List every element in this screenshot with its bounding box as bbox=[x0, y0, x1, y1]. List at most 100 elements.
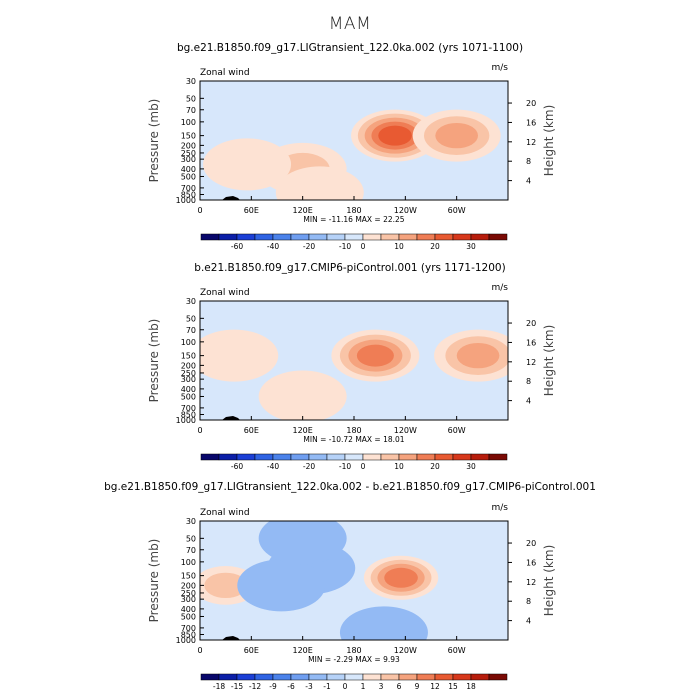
colorbar-box bbox=[452, 453, 472, 461]
panel-2-title: b.e21.B1850.f09_g17.CMIP6-piControl.001 … bbox=[194, 262, 506, 274]
pressure-tick-label: 70 bbox=[186, 546, 196, 555]
colorbar-label: -18 bbox=[213, 682, 225, 691]
pressure-axis-label: Pressure (mb) bbox=[147, 539, 161, 623]
pressure-tick-label: 500 bbox=[181, 612, 196, 621]
colorbar-box bbox=[236, 453, 256, 461]
longitude-tick-label: 0 bbox=[197, 426, 202, 435]
longitude-tick-label: 120E bbox=[293, 646, 313, 655]
colorbar-box bbox=[452, 673, 472, 681]
min-max-stats: MIN = -10.72 MAX = 18.01 bbox=[303, 435, 404, 444]
colorbar-box bbox=[344, 453, 364, 461]
pressure-tick-label: 1000 bbox=[176, 636, 196, 645]
colorbar-box bbox=[290, 673, 310, 681]
contour-level-1-4 bbox=[356, 344, 394, 367]
colorbar-label: -60 bbox=[231, 462, 243, 471]
pressure-axis-label: Pressure (mb) bbox=[147, 319, 161, 403]
height-tick-label: 12 bbox=[526, 138, 536, 147]
colorbar-box bbox=[326, 673, 346, 681]
colorbar-label: -6 bbox=[287, 682, 295, 691]
colorbar-3: -18 -15 -12 -9 -6 -3 -1 0 1 3 6 9 12 15 18 bbox=[200, 673, 508, 691]
colorbar-box bbox=[200, 453, 220, 461]
colorbar-box bbox=[218, 673, 238, 681]
height-axis-label: Height (km) bbox=[542, 105, 556, 176]
contour-field-2 bbox=[200, 301, 508, 420]
colorbar-box bbox=[290, 233, 310, 241]
colorbar-box bbox=[416, 453, 436, 461]
colorbar-label: 1 bbox=[361, 682, 366, 691]
colorbar-label: 20 bbox=[430, 242, 440, 251]
colorbar-label: -9 bbox=[269, 682, 277, 691]
colorbar-box bbox=[470, 453, 490, 461]
min-max-stats: MIN = -2.29 MAX = 9.93 bbox=[308, 655, 400, 664]
longitude-tick-label: 120W bbox=[394, 206, 417, 215]
colorbar-box bbox=[488, 453, 508, 461]
pressure-tick-label: 850 bbox=[181, 190, 196, 199]
pressure-axis-label: Pressure (mb) bbox=[147, 99, 161, 183]
pressure-tick-label: 150 bbox=[181, 572, 196, 581]
colorbar-box bbox=[380, 233, 400, 241]
colorbar-box bbox=[362, 453, 382, 461]
pressure-tick-label: 100 bbox=[181, 118, 196, 127]
contour-level-4-1 bbox=[258, 370, 347, 420]
colorbar-box bbox=[200, 673, 220, 681]
colorbar-box bbox=[416, 233, 436, 241]
colorbar-label: -15 bbox=[231, 682, 243, 691]
colorbar-box bbox=[272, 673, 292, 681]
height-tick-label: 20 bbox=[526, 99, 536, 108]
colorbar-label: -60 bbox=[231, 242, 243, 251]
pressure-tick-label: 150 bbox=[181, 132, 196, 141]
colorbar-box bbox=[290, 453, 310, 461]
page-title: MAM bbox=[328, 14, 372, 34]
colorbar-label: 12 bbox=[430, 682, 440, 691]
colorbar-box bbox=[398, 233, 418, 241]
units-label: m/s bbox=[492, 503, 509, 513]
height-tick-label: 4 bbox=[526, 177, 531, 186]
pressure-tick-label: 30 bbox=[186, 77, 196, 86]
pressure-tick-label: 30 bbox=[186, 297, 196, 306]
colorbar-label: 0 bbox=[361, 242, 366, 251]
colorbar-box bbox=[236, 673, 256, 681]
colorbar-box bbox=[398, 673, 418, 681]
colorbar-label: 0 bbox=[343, 682, 348, 691]
colorbar-label: -12 bbox=[249, 682, 261, 691]
colorbar-box bbox=[344, 673, 364, 681]
pressure-tick-label: 400 bbox=[181, 165, 196, 174]
pressure-tick-label: 50 bbox=[186, 534, 196, 543]
colorbar-box bbox=[434, 673, 454, 681]
height-tick-label: 12 bbox=[526, 358, 536, 367]
colorbar-box bbox=[236, 233, 256, 241]
pressure-tick-label: 50 bbox=[186, 314, 196, 323]
longitude-tick-label: 60E bbox=[244, 206, 259, 215]
colorbar-label: 15 bbox=[448, 682, 458, 691]
longitude-tick-label: 0 bbox=[197, 646, 202, 655]
variable-label: Zonal wind bbox=[200, 288, 250, 298]
colorbar-label: -3 bbox=[305, 682, 313, 691]
colorbar-box bbox=[434, 453, 454, 461]
longitude-tick-label: 180 bbox=[346, 426, 361, 435]
longitude-tick-label: 0 bbox=[197, 206, 202, 215]
topography-fill bbox=[222, 196, 240, 200]
pressure-tick-label: 850 bbox=[181, 410, 196, 419]
colorbar-label: 30 bbox=[466, 462, 476, 471]
pressure-tick-label: 200 bbox=[181, 141, 196, 150]
pressure-tick-label: 850 bbox=[181, 630, 196, 639]
colorbar-box bbox=[470, 673, 490, 681]
pressure-tick-label: 500 bbox=[181, 392, 196, 401]
colorbar-2: -60 -40 -20 -10 0 10 20 30 bbox=[200, 453, 508, 471]
longitude-tick-label: 120W bbox=[394, 426, 417, 435]
pressure-tick-label: 100 bbox=[181, 338, 196, 347]
pressure-tick-label: 70 bbox=[186, 326, 196, 335]
colorbar-box bbox=[398, 453, 418, 461]
pressure-tick-label: 700 bbox=[181, 404, 196, 413]
colorbar-label: -1 bbox=[323, 682, 331, 691]
pressure-tick-label: 700 bbox=[181, 184, 196, 193]
contour-level-2-3 bbox=[435, 122, 478, 149]
colorbar-box bbox=[326, 453, 346, 461]
height-tick-label: 4 bbox=[526, 397, 531, 406]
contour-level-1-5 bbox=[378, 125, 412, 146]
contour-level-4-1 bbox=[203, 138, 292, 191]
units-label: m/s bbox=[492, 283, 509, 293]
longitude-tick-label: 180 bbox=[346, 206, 361, 215]
